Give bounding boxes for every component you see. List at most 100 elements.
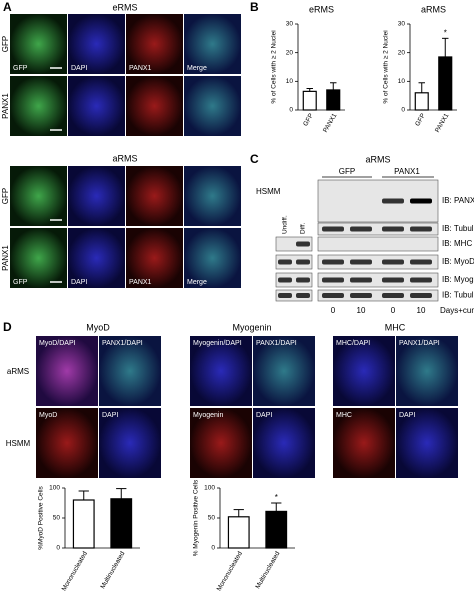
annotation: *	[275, 493, 278, 502]
bar	[414, 92, 429, 111]
image-label: PANX1	[129, 65, 152, 72]
blot-band	[296, 277, 310, 283]
column-header: Myogenin	[232, 322, 271, 332]
y-axis-label: % of Cells with ≥ 2 Nuclei	[383, 30, 390, 103]
y-tick-label: 0	[56, 545, 60, 552]
micrograph	[126, 76, 183, 136]
row-label: aRMS	[7, 367, 29, 376]
bar	[72, 499, 95, 549]
column-header: MyoD	[86, 322, 110, 332]
row-label: HSMM	[6, 439, 31, 448]
blot-band	[410, 277, 432, 283]
row-label: PANX1	[1, 93, 10, 119]
micrograph	[396, 336, 458, 406]
micrograph	[68, 76, 125, 136]
y-tick-label: 10	[398, 78, 406, 85]
blot-band	[278, 277, 292, 283]
image-label: Merge	[187, 65, 207, 72]
y-tick-label: 20	[398, 49, 406, 56]
y-tick-label: 0	[211, 545, 215, 552]
image-label: DAPI	[102, 412, 118, 419]
hsmm-label: HSMM	[256, 187, 281, 196]
image-label: PANX1	[129, 279, 152, 286]
blot-band	[322, 226, 344, 232]
blot-band	[296, 293, 310, 298]
blot-band	[382, 259, 404, 265]
days-label: Days+cumate	[440, 306, 474, 315]
blot-band	[410, 198, 432, 204]
micrograph	[68, 14, 125, 74]
y-tick-label: 100	[49, 485, 60, 492]
image-label: PANX1/DAPI	[102, 340, 143, 347]
bar	[110, 498, 133, 549]
bar	[438, 56, 453, 111]
chart-title: eRMS	[309, 4, 334, 14]
x-tick-label: PANX1	[322, 112, 339, 134]
lane-day: 0	[331, 306, 336, 315]
y-tick-label: 50	[208, 515, 216, 522]
micrograph	[10, 76, 67, 136]
x-tick-label: PANX1	[434, 112, 451, 134]
blot	[317, 236, 439, 252]
micrograph	[184, 76, 241, 136]
micrograph	[396, 408, 458, 478]
blot-band	[296, 259, 310, 265]
micrograph	[184, 166, 241, 226]
micrograph	[68, 228, 125, 288]
micrograph	[333, 408, 395, 478]
blot	[275, 236, 313, 252]
blot-band	[382, 277, 404, 283]
row-label: GFP	[1, 188, 10, 204]
y-tick-label: 30	[398, 21, 406, 28]
y-tick-label: 0	[401, 107, 405, 114]
bar	[302, 90, 317, 111]
blot	[317, 222, 439, 236]
blot-band	[350, 293, 372, 298]
blot-band	[410, 293, 432, 298]
bar	[227, 516, 250, 549]
block-title: eRMS	[112, 2, 137, 12]
image-label: Myogenin/DAPI	[193, 340, 242, 347]
micrograph	[36, 336, 98, 406]
blot-band	[382, 198, 404, 204]
image-label: Myogenin	[193, 412, 223, 419]
y-tick-label: 0	[289, 107, 293, 114]
panel-label: A	[3, 0, 12, 14]
micrograph	[36, 408, 98, 478]
image-label: DAPI	[256, 412, 272, 419]
lane-day: 10	[357, 306, 366, 315]
blot-label: IB: Myogenin	[442, 275, 474, 284]
micrograph	[126, 14, 183, 74]
blot-band	[278, 259, 292, 265]
image-label: MHC/DAPI	[336, 340, 370, 347]
x-tick-label: Mononucleated	[216, 550, 244, 592]
panel-label: B	[250, 0, 259, 14]
blot-label: IB: PANX1	[442, 196, 474, 205]
row-label: PANX1	[1, 245, 10, 271]
image-label: DAPI	[71, 279, 87, 286]
micrograph	[10, 14, 67, 74]
image-label: Merge	[187, 279, 207, 286]
blot	[317, 254, 439, 270]
micrograph	[253, 336, 315, 406]
blot	[275, 289, 313, 302]
block-title: aRMS	[365, 154, 390, 164]
blot	[317, 289, 439, 302]
micrograph	[333, 336, 395, 406]
micrograph	[190, 408, 252, 478]
x-tick-label: Multinucleated	[254, 550, 281, 590]
image-label: PANX1/DAPI	[256, 340, 297, 347]
blot	[275, 254, 313, 270]
y-tick-label: 50	[53, 515, 61, 522]
blot-band	[382, 226, 404, 232]
group-label: PANX1	[394, 167, 420, 176]
micrograph	[126, 228, 183, 288]
y-axis-label: %MyoD Positive Cells	[38, 485, 45, 549]
image-label: GFP	[13, 279, 28, 286]
bar	[326, 89, 341, 111]
blot-band	[278, 293, 292, 298]
blot-label: IB: Tubulin	[442, 291, 474, 300]
column-header: MHC	[385, 322, 406, 332]
lane-day: 0	[391, 306, 396, 315]
